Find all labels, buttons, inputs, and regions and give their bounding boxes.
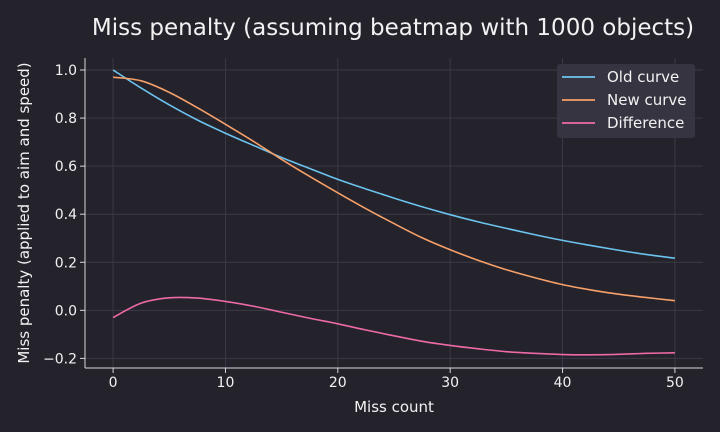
x-tick-label: 20	[329, 375, 347, 391]
x-tick-label: 50	[666, 375, 684, 391]
y-tick-label: 0.2	[55, 255, 77, 271]
y-tick-label: 0.4	[55, 207, 77, 223]
legend-label-old-curve: Old curve	[607, 68, 679, 86]
y-tick-label: 0.6	[55, 159, 77, 175]
series-line-new-curve	[112, 76, 675, 302]
y-ticks: −0.2 0.0 0.2 0.4 0.6 0.8 1.0	[43, 63, 85, 367]
y-tick-label: 1.0	[55, 63, 77, 79]
y-tick-label: 0.0	[55, 303, 77, 319]
x-tick-label: 40	[554, 375, 572, 391]
legend-label-difference: Difference	[607, 114, 684, 132]
series-lines	[112, 69, 676, 356]
legend: Old curve New curve Difference	[557, 64, 695, 138]
x-axis-label: Miss count	[354, 398, 434, 416]
series-line-difference	[112, 296, 675, 356]
y-axis-label: Miss penalty (applied to aim and speed)	[15, 62, 33, 363]
axes	[84, 58, 703, 369]
y-tick-label: −0.2	[43, 351, 77, 367]
x-ticks: 0 10 20 30 40 50	[109, 368, 684, 391]
series-line-old-curve	[112, 69, 676, 259]
legend-box	[557, 64, 695, 138]
x-tick-label: 30	[441, 375, 459, 391]
x-tick-label: 0	[109, 375, 118, 391]
legend-label-new-curve: New curve	[607, 91, 687, 109]
y-tick-label: 0.8	[55, 111, 77, 127]
x-tick-label: 10	[217, 375, 235, 391]
chart-title: Miss penalty (assuming beatmap with 1000…	[92, 15, 694, 41]
